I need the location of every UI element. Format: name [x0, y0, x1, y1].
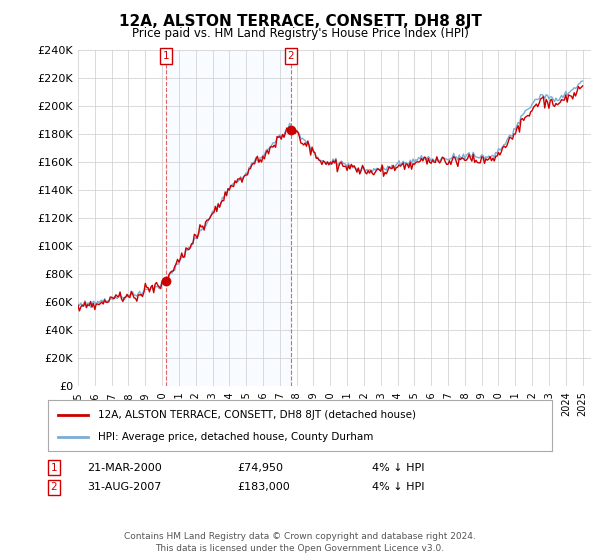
Text: 1: 1 [50, 463, 58, 473]
Text: 4% ↓ HPI: 4% ↓ HPI [372, 463, 425, 473]
Text: 21-MAR-2000: 21-MAR-2000 [87, 463, 162, 473]
Text: Price paid vs. HM Land Registry's House Price Index (HPI): Price paid vs. HM Land Registry's House … [131, 27, 469, 40]
Text: £183,000: £183,000 [237, 482, 290, 492]
Text: 2: 2 [287, 51, 294, 61]
Text: Contains HM Land Registry data © Crown copyright and database right 2024.
This d: Contains HM Land Registry data © Crown c… [124, 533, 476, 553]
Bar [166, 50, 291, 386]
Text: £74,950: £74,950 [237, 463, 283, 473]
Text: 2: 2 [50, 482, 58, 492]
Text: 1: 1 [163, 51, 169, 61]
Text: HPI: Average price, detached house, County Durham: HPI: Average price, detached house, Coun… [98, 432, 374, 442]
Text: 4% ↓ HPI: 4% ↓ HPI [372, 482, 425, 492]
Text: 12A, ALSTON TERRACE, CONSETT, DH8 8JT (detached house): 12A, ALSTON TERRACE, CONSETT, DH8 8JT (d… [98, 409, 416, 419]
Text: 12A, ALSTON TERRACE, CONSETT, DH8 8JT: 12A, ALSTON TERRACE, CONSETT, DH8 8JT [119, 14, 481, 29]
Text: 31-AUG-2007: 31-AUG-2007 [87, 482, 161, 492]
